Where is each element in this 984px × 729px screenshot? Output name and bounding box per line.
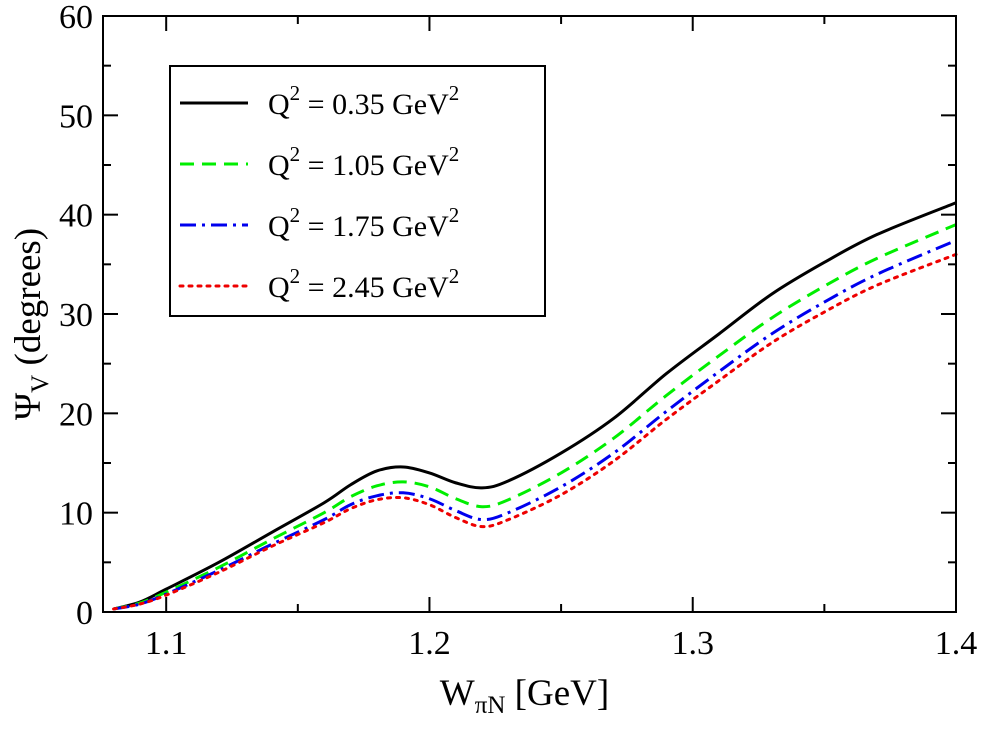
axes-layer: 1.1 1.2 1.3 1.4 0 10 20 30 40 50 60 WπN [GeV] ΨV (de… [8,0,977,719]
x-tick-label: 1.4 [935,625,978,662]
legend-label-0: Q2 = 0.35 GeV2 [268,81,459,121]
y-axis-title: ΨV (degrees) [8,228,54,420]
x-tick-label: 1.3 [671,625,714,662]
series-line-1 [113,223,957,611]
legend-label-3: Q2 = 2.45 GeV2 [268,264,459,304]
x-tick-label: 1.1 [145,625,188,662]
y-tick-label: 60 [59,0,93,36]
legend-box [169,65,546,317]
x-axis-title: WπN [GeV] [440,673,609,719]
legend-label-1: Q2 = 1.05 GeV2 [268,142,459,182]
y-tick-label: 0 [76,595,93,632]
y-tick-label: 40 [59,198,93,235]
series-layer [112,201,958,611]
y-tick-label: 20 [59,396,93,433]
y-tick-label: 50 [59,98,93,135]
y-tick-label: 10 [59,496,93,533]
series-line-0 [113,201,957,611]
legend-label-2: Q2 = 1.75 GeV2 [268,203,459,243]
x-tick-label: 1.2 [408,625,451,662]
series-line-2 [113,239,957,611]
series-line-3 [112,252,958,611]
y-tick-label: 30 [59,297,93,334]
legend: Q2 = 0.35 GeV2 Q2 = 1.05 GeV2 Q2 = 1.75 Ge… [169,65,546,317]
